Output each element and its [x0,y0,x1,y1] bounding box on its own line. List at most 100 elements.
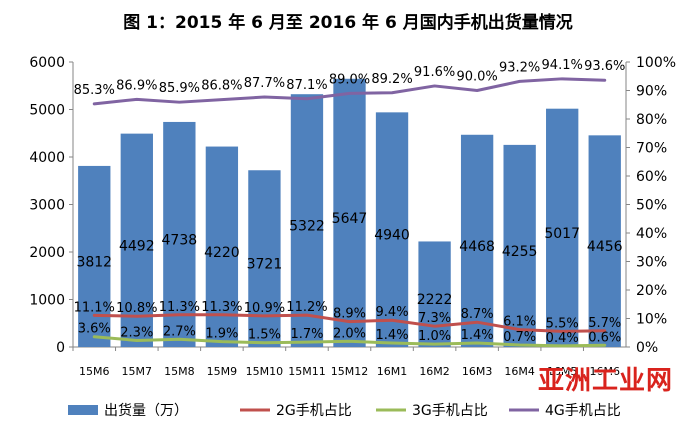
series-line [92,335,607,348]
line-value-label: 0.4% [546,331,579,346]
line-value-label: 9.4% [376,305,409,320]
line-value-label: 3.6% [78,322,111,337]
line-value-label: 1.4% [461,328,494,343]
bar-series [78,78,621,347]
line-value-label: 11.1% [74,300,115,315]
right-tick-label: 10% [636,312,667,328]
bar [588,135,621,347]
left-tick-label: 4000 [29,150,65,166]
x-tick-label: 15M7 [122,365,153,378]
x-tick-label: 16M6 [589,365,620,378]
bar-value-label: 4255 [502,244,538,260]
x-tick-label: 16M1 [377,365,408,378]
left-axis-ticks: 0 1000 2000 3000 4000 5000 6000 [29,55,73,356]
bar [333,78,366,347]
right-tick-label: 40% [636,226,667,242]
bar [460,134,494,347]
bar [120,133,153,347]
right-tick-label: 100% [636,55,676,71]
line-value-label: 89.0% [329,72,370,87]
bar-value-label: 2222 [417,292,453,308]
left-tick-label: 5000 [29,103,65,119]
line-value-label: 6.1% [503,315,536,330]
line-value-label: 1.0% [418,329,451,344]
x-axis-ticks: 15M6 15M7 15M8 15M9 15M10 15M11 15M12 16M1 16M2 1… [72,347,620,378]
line-value-label: 5.5% [546,316,579,331]
bar-value-label: 4940 [374,228,410,244]
x-tick-label: 16M3 [462,365,493,378]
bar-value-label: 5647 [332,211,368,227]
x-tick-label: 15M8 [164,365,195,378]
x-tick-label: 15M9 [207,365,238,378]
line-value-label: 1.9% [205,327,238,342]
bar-data-labels: 3812 4492 4738 4220 3721 5322 5647 4940 2222 4468… [76,211,622,308]
line-value-label: 11.3% [201,300,242,315]
line-value-label: 87.7% [244,76,285,91]
line-value-label: 11.3% [159,300,200,315]
line-value-label: 2.0% [333,326,366,341]
left-tick-label: 3000 [29,198,65,214]
left-tick-label: 1000 [29,293,65,309]
line-value-label: 86.9% [116,78,157,93]
series-line [92,313,607,333]
right-tick-label: 50% [636,198,667,214]
line-value-label: 2.3% [120,325,153,340]
legend-label-line: 2G手机占比 [276,403,352,419]
bar-value-label: 4468 [459,239,495,255]
bar [248,170,281,347]
bar-value-label: 5017 [544,226,580,242]
right-tick-label: 0% [636,340,658,356]
line-value-label: 1.5% [248,328,281,343]
bar [418,241,451,347]
line-value-label: 10.9% [244,301,285,316]
watermark-logo: 亚洲工业网 [538,366,674,396]
x-tick-label: 15M12 [331,365,369,378]
right-tick-label: 70% [636,141,667,157]
line-value-label: 86.8% [201,79,242,94]
right-axis-ticks: 0% 10% 20% 30% 40% 50% 60% 70% 80% 90% 100% [626,55,676,356]
bar-value-label: 4220 [204,245,240,261]
line-value-label: 90.0% [456,70,497,85]
line-value-label: 0.7% [503,330,536,345]
bar-value-label: 4456 [587,239,623,255]
line-value-label: 5.7% [588,316,621,331]
line-value-label: 1.4% [376,328,409,343]
line-value-label: 93.2% [499,60,540,75]
line-value-label: 0.6% [588,330,621,345]
line-value-label: 10.8% [116,301,157,316]
legend-swatch-bar [68,405,98,415]
left-tick-label: 0 [56,340,65,356]
series-line [92,77,607,106]
left-tick-label: 2000 [29,245,65,261]
x-tick-label: 15M6 [79,365,110,378]
line-value-label: 85.9% [159,81,200,96]
line-value-label: 87.1% [286,78,327,93]
bar [375,112,409,347]
legend-label-bar: 出货量（万） [104,402,188,419]
chart-title: 图 1：2015 年 6 月至 2016 年 6 月国内手机出货量情况 [123,13,573,33]
line-value-label: 1.7% [290,327,323,342]
line-value-label: 93.6% [584,59,625,74]
x-tick-label: 16M4 [504,365,535,378]
bar-value-label: 3721 [247,257,283,273]
bar-value-label: 3812 [76,254,112,270]
line-value-label: 7.3% [418,311,451,326]
line-value-label: 2.7% [163,324,196,339]
line-data-labels: 11.1% 10.8% 11.3% 11.3% 10.9% 11.2% 8.9% 9.4% 7.… [74,58,626,346]
line-value-label: 94.1% [542,58,583,73]
bar [290,94,324,347]
x-tick-label: 16M5 [547,365,578,378]
line-value-label: 89.2% [371,72,412,87]
line-value-label: 91.6% [414,65,455,80]
bar [503,144,536,347]
line-value-label: 8.9% [333,307,366,322]
line-series-group [92,77,607,348]
line-value-label: 85.3% [74,83,115,98]
bar-value-label: 4492 [119,238,155,254]
right-tick-label: 60% [636,169,667,185]
left-tick-label: 6000 [29,55,65,71]
x-tick-label: 15M11 [288,365,326,378]
x-tick-label: 15M10 [246,365,284,378]
right-tick-label: 80% [636,112,667,128]
